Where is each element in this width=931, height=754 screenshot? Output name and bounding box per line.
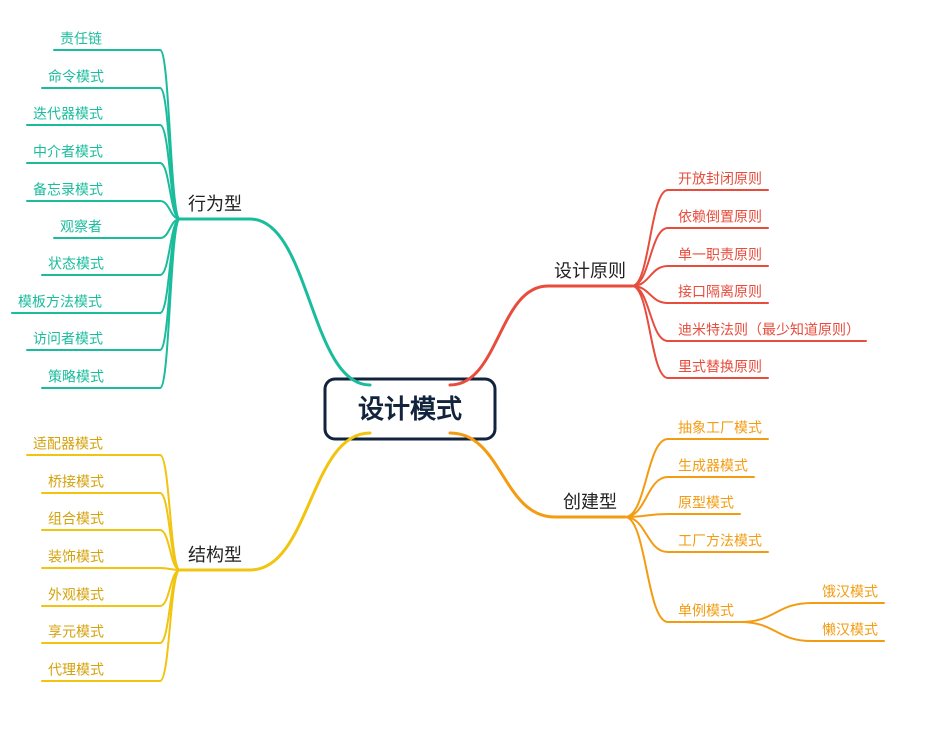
leaf-label-principles-3: 接口隔离原则 — [678, 284, 762, 300]
leaf-label-creational-2: 原型模式 — [678, 495, 734, 511]
leaf-label-behavioral-0: 责任链 — [60, 31, 102, 47]
leaf-label-structural-6: 代理模式 — [48, 662, 104, 678]
leaf-label-behavioral-6: 状态模式 — [48, 256, 104, 272]
edge-root-behavioral — [250, 219, 370, 385]
leaf-label-behavioral-1: 命令模式 — [48, 69, 104, 85]
leaf-label-creational-0: 抽象工厂模式 — [678, 420, 762, 436]
leaf-label-behavioral-3: 中介者模式 — [33, 144, 103, 160]
branch-label-behavioral: 行为型 — [188, 194, 242, 214]
root-label: 设计模式 — [358, 394, 462, 424]
leaf-label-behavioral-4: 备忘录模式 — [33, 182, 103, 198]
leaf-label-behavioral-2: 迭代器模式 — [33, 106, 103, 122]
edge-root-structural — [250, 433, 370, 570]
leaf-label-behavioral-5: 观察者 — [60, 219, 102, 235]
leaf-label-behavioral-9: 策略模式 — [48, 369, 104, 385]
edge-principles-leaf-0 — [632, 190, 668, 286]
leaf-label-creational-1: 生成器模式 — [678, 458, 748, 474]
edge-root-principles — [450, 286, 548, 385]
edge-root-creational — [450, 433, 555, 517]
branch-label-structural: 结构型 — [188, 545, 242, 565]
edge-behavioral-leaf-1 — [160, 88, 180, 219]
leaf-label-principles-1: 依赖倒置原则 — [678, 209, 762, 225]
child-label-creational-4-1: 懒汉模式 — [822, 622, 878, 638]
edge-creational-leaf-1 — [625, 477, 668, 517]
child-label-creational-4-0: 饿汉模式 — [822, 584, 878, 600]
branch-label-principles: 设计原则 — [554, 261, 626, 281]
leaf-label-structural-3: 装饰模式 — [48, 549, 104, 565]
leaf-label-behavioral-8: 访问者模式 — [33, 331, 103, 347]
leaf-label-structural-1: 桥接模式 — [48, 474, 104, 490]
edge-behavioral-leaf-8 — [160, 219, 180, 350]
leaf-label-creational-4: 单例模式 — [678, 603, 734, 619]
leaf-label-principles-2: 单一职责原则 — [678, 247, 762, 263]
edge-creational-4-child-1 — [740, 622, 812, 641]
mindmap-canvas: 设计模式 行为型 责任链命令模式迭代器模式中介者模式备忘录模式观察者状态模式模板方法… — [0, 0, 931, 754]
leaf-label-structural-2: 组合模式 — [48, 511, 104, 527]
branch-label-creational: 创建型 — [563, 492, 617, 512]
leaf-label-behavioral-7: 模板方法模式 — [18, 294, 102, 310]
leaf-label-creational-3: 工厂方法模式 — [678, 533, 762, 549]
leaf-label-principles-5: 里式替换原则 — [678, 359, 762, 375]
leaf-label-principles-0: 开放封闭原则 — [678, 171, 762, 187]
edge-principles-leaf-5 — [632, 286, 668, 378]
leaf-label-structural-5: 享元模式 — [48, 624, 104, 640]
edge-creational-4-child-0 — [740, 603, 812, 622]
leaf-label-principles-4: 迪米特法则（最少知道原则） — [678, 322, 860, 338]
leaf-label-structural-0: 适配器模式 — [33, 436, 103, 452]
leaf-label-structural-4: 外观模式 — [48, 587, 104, 603]
